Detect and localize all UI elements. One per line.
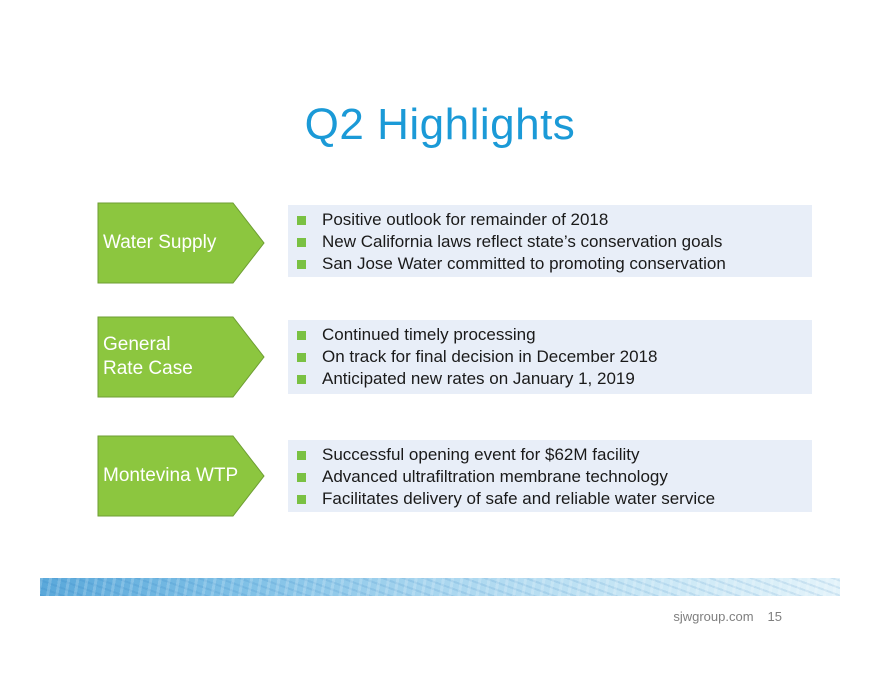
slide-footer: sjwgroup.com 15	[673, 609, 782, 624]
section-arrow-montevina-wtp: Montevina WTP	[97, 435, 265, 517]
bullet-text: Anticipated new rates on January 1, 2019	[322, 369, 635, 388]
section-box-water-supply: Positive outlook for remainder of 2018 N…	[288, 205, 812, 277]
section-label-line: Montevina WTP	[103, 465, 239, 486]
bullet-text: Successful opening event for $62M facili…	[322, 445, 640, 464]
section-label-line: General	[103, 334, 171, 355]
bullet-square-icon	[297, 331, 306, 340]
section-label-line: Water Supply	[103, 232, 217, 253]
arrow-shape	[97, 202, 265, 284]
bullet-square-icon	[297, 216, 306, 225]
section-arrow-water-supply: Water Supply	[97, 202, 265, 284]
section-label: Water Supply	[103, 202, 268, 284]
bullet-item: New California laws reflect state’s cons…	[288, 231, 812, 253]
footer-website: sjwgroup.com	[673, 609, 754, 624]
section-arrow-general-rate-case: General Rate Case	[97, 316, 265, 398]
bullet-list: Positive outlook for remainder of 2018 N…	[288, 209, 812, 275]
bullet-item: Successful opening event for $62M facili…	[288, 444, 812, 466]
bullet-item: Positive outlook for remainder of 2018	[288, 209, 812, 231]
bullet-square-icon	[297, 495, 306, 504]
bullet-item: San Jose Water committed to promoting co…	[288, 253, 812, 275]
bullet-text: San Jose Water committed to promoting co…	[322, 254, 726, 273]
bullet-text: New California laws reflect state’s cons…	[322, 232, 723, 251]
bullet-text: On track for final decision in December …	[322, 347, 658, 366]
bullet-item: Facilitates delivery of safe and reliabl…	[288, 488, 812, 510]
bullet-list: Successful opening event for $62M facili…	[288, 444, 812, 510]
bullet-square-icon	[297, 260, 306, 269]
slide-title: Q2 Highlights	[304, 100, 576, 149]
water-texture-band	[40, 578, 840, 596]
section-label-line: Rate Case	[103, 358, 193, 379]
bullet-square-icon	[297, 238, 306, 247]
bullet-item: On track for final decision in December …	[288, 346, 812, 368]
bullet-text: Positive outlook for remainder of 2018	[322, 210, 609, 229]
bullet-item: Anticipated new rates on January 1, 2019	[288, 368, 812, 390]
bullet-list: Continued timely processing On track for…	[288, 324, 812, 390]
bullet-square-icon	[297, 451, 306, 460]
bullet-text: Continued timely processing	[322, 325, 536, 344]
arrow-shape	[97, 435, 265, 517]
page-number: 15	[767, 609, 782, 624]
bullet-square-icon	[297, 375, 306, 384]
section-label: General Rate Case	[103, 316, 268, 398]
bullet-text: Facilitates delivery of safe and reliabl…	[322, 489, 716, 508]
section-box-montevina-wtp: Successful opening event for $62M facili…	[288, 440, 812, 512]
bullet-text: Advanced ultrafiltration membrane techno…	[322, 467, 668, 486]
bullet-square-icon	[297, 353, 306, 362]
section-label: Montevina WTP	[103, 435, 268, 517]
section-box-general-rate-case: Continued timely processing On track for…	[288, 320, 812, 394]
bullet-item: Advanced ultrafiltration membrane techno…	[288, 466, 812, 488]
arrow-shape	[97, 316, 265, 398]
bullet-square-icon	[297, 473, 306, 482]
bullet-item: Continued timely processing	[288, 324, 812, 346]
